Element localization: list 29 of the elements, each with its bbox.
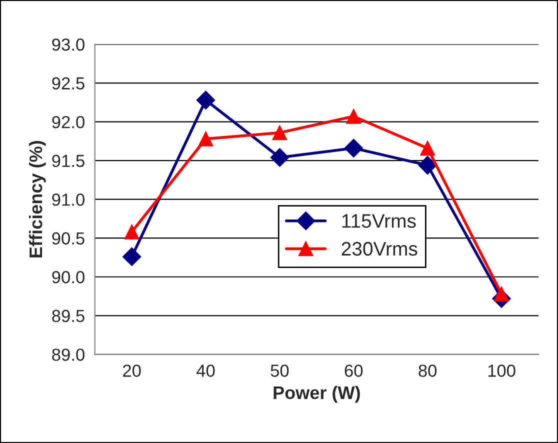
y-tick-label: 90.0 (52, 271, 84, 284)
point (270, 148, 290, 167)
legend-label: 230Vrms (342, 242, 418, 256)
point (418, 156, 437, 175)
y-tick-label: 92.5 (52, 77, 84, 90)
point (122, 247, 142, 266)
y-tick-label: 89.0 (52, 348, 84, 361)
point (272, 125, 288, 140)
x-tick-label: 100 (488, 364, 516, 377)
y-tick-label: 91.0 (52, 194, 84, 206)
x-tick-label: 50 (270, 364, 289, 377)
y-tick-label: 91.5 (52, 154, 84, 168)
point (420, 140, 436, 156)
x-tick-label: 20 (123, 364, 141, 377)
x-axis-title: Power (W) (274, 386, 360, 403)
x-tick-label: 40 (196, 364, 215, 377)
y-tick-label: 93.0 (52, 38, 84, 51)
legend-label: 115Vrms (342, 214, 416, 228)
y-tick-label: 89.5 (52, 310, 84, 322)
point (344, 138, 363, 158)
point (196, 90, 216, 110)
y-tick-label: 92.0 (52, 116, 84, 128)
point (346, 108, 362, 124)
x-tick-label: 80 (418, 364, 437, 377)
point (124, 224, 140, 240)
x-tick-label: 60 (344, 364, 363, 377)
point (198, 131, 214, 146)
y-tick-label: 90.5 (52, 232, 84, 245)
y-axis-title: Efficiency (%) (28, 141, 46, 258)
